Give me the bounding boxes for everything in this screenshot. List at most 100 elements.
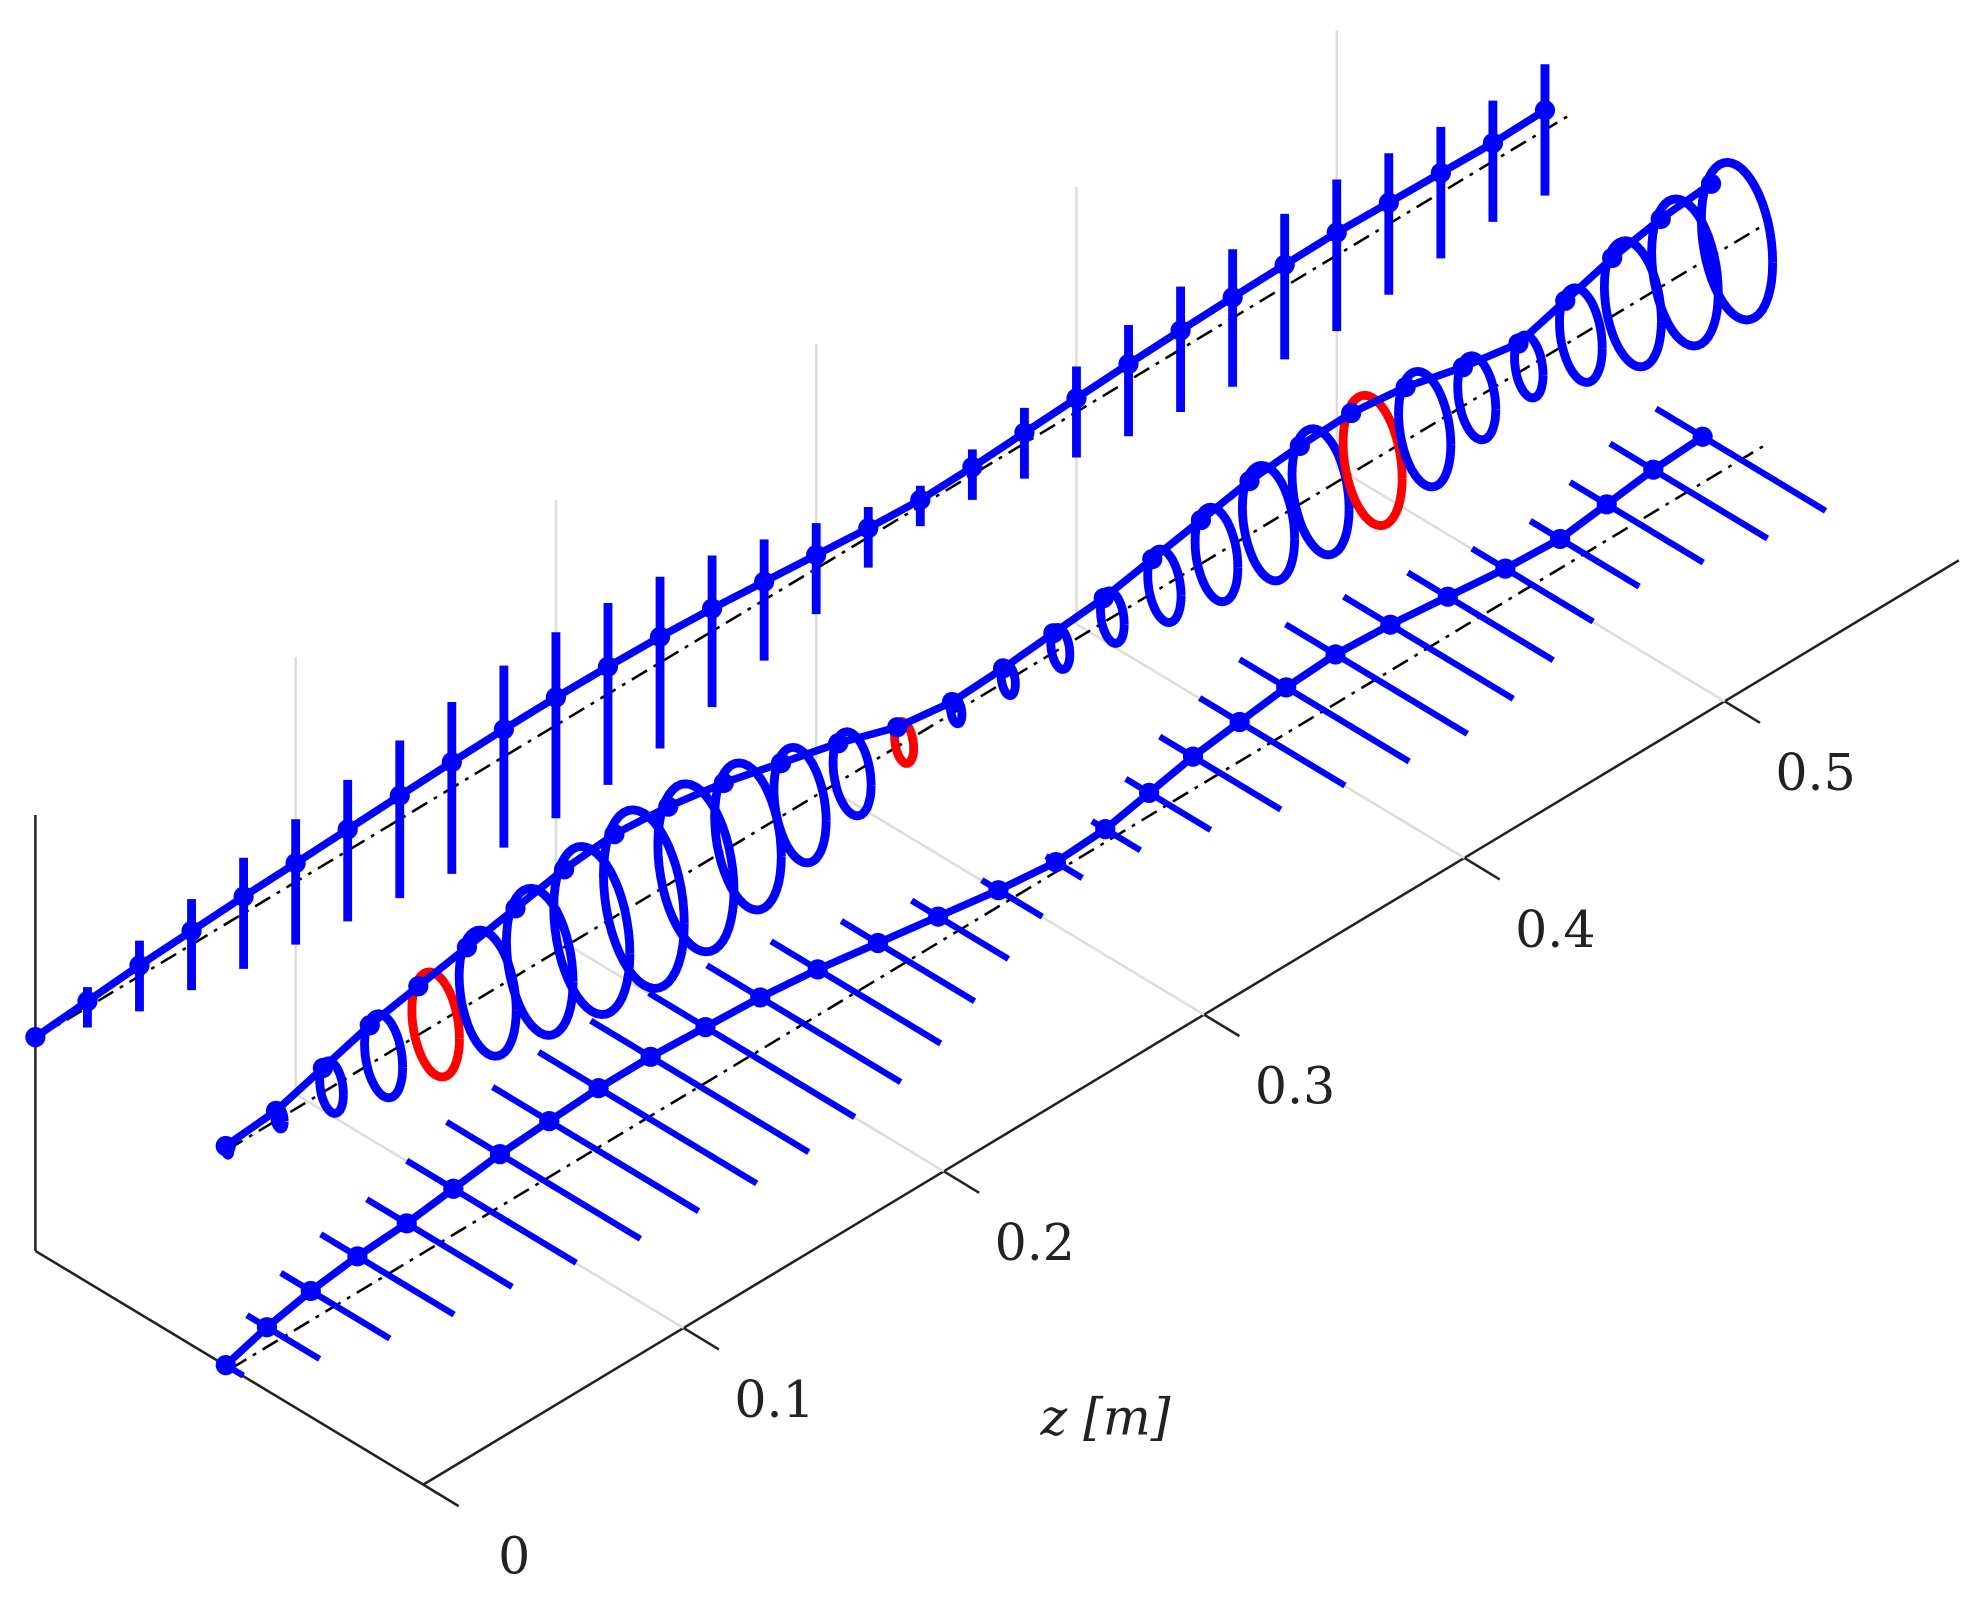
z-tick-label: 0 bbox=[498, 1526, 530, 1585]
z-tick-label: 0.3 bbox=[1255, 1056, 1335, 1115]
trace-point bbox=[408, 976, 429, 997]
trace-point bbox=[1643, 459, 1664, 480]
trace-point bbox=[337, 819, 358, 840]
z-tick-label: 0.4 bbox=[1515, 900, 1595, 959]
trace-point bbox=[1182, 746, 1204, 767]
center-line bbox=[226, 224, 1764, 1151]
polarization-ellipse bbox=[1696, 157, 1778, 325]
trace-point bbox=[1555, 290, 1576, 311]
field-bar bbox=[1406, 569, 1555, 663]
trace-point bbox=[396, 1213, 417, 1234]
trace-point bbox=[489, 1144, 511, 1165]
trace-point bbox=[1276, 677, 1297, 698]
polarization-ellipse bbox=[1237, 460, 1300, 586]
field-bar bbox=[1197, 695, 1347, 789]
trace-point bbox=[1508, 333, 1529, 354]
polarization-ellipse bbox=[1287, 424, 1354, 560]
trace-point bbox=[597, 656, 619, 677]
field-bar bbox=[1158, 733, 1283, 813]
trace-point bbox=[1380, 614, 1401, 635]
trace-point bbox=[750, 987, 771, 1008]
trace-point bbox=[1289, 435, 1310, 457]
trace-point bbox=[129, 955, 150, 976]
trace-point bbox=[312, 1057, 333, 1079]
trace-point bbox=[1534, 100, 1556, 121]
z-tick-label: 0.5 bbox=[1775, 743, 1855, 802]
trace-point bbox=[300, 1280, 321, 1302]
field-bar bbox=[909, 897, 1011, 962]
field-bar bbox=[839, 918, 977, 1004]
trace-point bbox=[1430, 162, 1451, 184]
trace-point bbox=[389, 785, 410, 806]
trace-point bbox=[701, 598, 723, 619]
field-bar bbox=[647, 990, 857, 1120]
trace-point bbox=[658, 796, 679, 817]
trace-line bbox=[33, 107, 1547, 1041]
field-bar bbox=[365, 1196, 514, 1290]
trace-point bbox=[1482, 132, 1504, 154]
trace-point bbox=[1139, 782, 1160, 803]
polarization-ellipse bbox=[828, 727, 876, 821]
trace-point bbox=[1095, 819, 1116, 840]
polarization-ellipse bbox=[710, 758, 786, 915]
polarization-ellipse bbox=[1453, 351, 1501, 445]
trace-point bbox=[359, 1015, 380, 1036]
trace-point bbox=[256, 1317, 278, 1338]
polarization-ellipse bbox=[1510, 330, 1548, 403]
polarization-ellipse bbox=[360, 1009, 408, 1103]
trace-point bbox=[1118, 353, 1139, 375]
trace-point bbox=[858, 518, 879, 539]
field-bar bbox=[1283, 621, 1469, 737]
trace-point bbox=[962, 456, 983, 478]
trace-point bbox=[770, 752, 792, 774]
polarization-ellipse bbox=[1555, 283, 1607, 387]
trace-point bbox=[1341, 402, 1362, 424]
field-bar bbox=[1528, 518, 1641, 590]
trace-point bbox=[539, 1111, 560, 1132]
axis-label: z [m] bbox=[1040, 1387, 1171, 1446]
trace-point bbox=[1142, 548, 1163, 570]
field-bar bbox=[1654, 405, 1828, 514]
polarization-ellipse bbox=[769, 742, 831, 868]
tick-mark bbox=[943, 1170, 980, 1194]
trace-point bbox=[1222, 287, 1243, 308]
field-bar bbox=[279, 1270, 392, 1342]
trace-point bbox=[1700, 173, 1722, 194]
field-bar bbox=[445, 1119, 643, 1242]
field-bar bbox=[589, 1017, 811, 1155]
z-tick-label: 0.2 bbox=[995, 1213, 1075, 1272]
trace-point bbox=[941, 691, 963, 713]
trace-point bbox=[1170, 320, 1191, 341]
polarization-ellipse bbox=[315, 1056, 348, 1118]
tick-mark bbox=[1463, 856, 1501, 881]
trace-point bbox=[285, 853, 306, 874]
trace-point bbox=[649, 626, 671, 647]
field-bar bbox=[1568, 479, 1705, 566]
field-bar bbox=[405, 1157, 578, 1266]
polarization-ellipse bbox=[1143, 544, 1186, 628]
trace-point bbox=[867, 932, 889, 954]
trace-point bbox=[1692, 426, 1713, 447]
trace-point bbox=[1395, 376, 1416, 398]
tick-mark bbox=[1203, 1013, 1241, 1038]
trace-point bbox=[754, 571, 775, 592]
trace-point bbox=[215, 1135, 236, 1157]
trace-point bbox=[1549, 528, 1571, 550]
trace-line bbox=[223, 180, 1714, 1150]
trace-point bbox=[1326, 222, 1347, 243]
trace-point bbox=[988, 880, 1009, 901]
field-bar bbox=[1470, 545, 1595, 625]
field-bar bbox=[769, 938, 943, 1047]
trace-point bbox=[588, 1078, 609, 1099]
trace-point bbox=[1452, 357, 1473, 378]
trace-point bbox=[456, 937, 478, 958]
polarization-ellipse bbox=[407, 967, 464, 1082]
trace-point bbox=[441, 752, 462, 773]
trace-point bbox=[1045, 852, 1067, 873]
trace-point bbox=[545, 687, 567, 708]
trace-point bbox=[1602, 247, 1623, 269]
trace-point bbox=[493, 719, 514, 740]
trace-point bbox=[1437, 586, 1458, 607]
trace-point bbox=[1274, 254, 1295, 275]
